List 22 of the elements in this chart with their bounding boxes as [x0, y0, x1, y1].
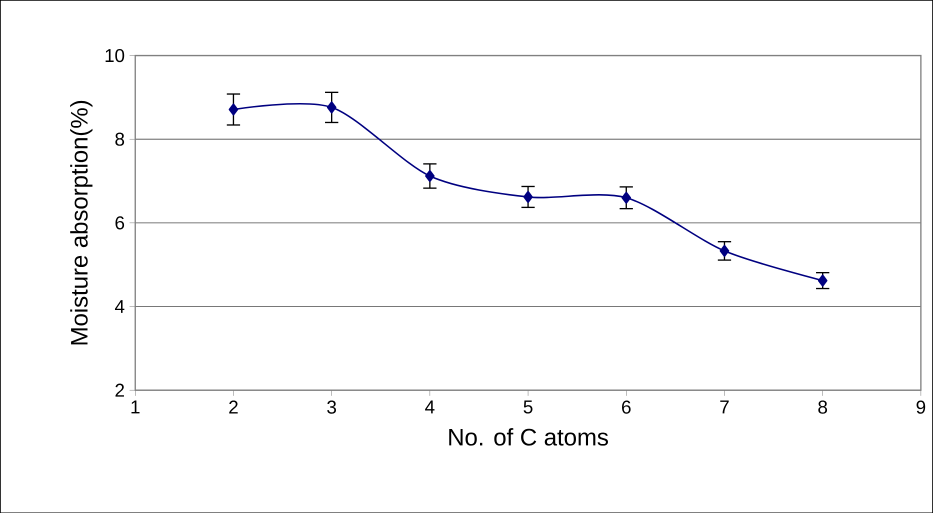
x-tick-label: 9	[916, 400, 926, 414]
x-tick-label: 8	[818, 400, 828, 414]
point	[523, 190, 533, 203]
x-tick-label: 5	[524, 400, 532, 414]
x-tick-label: 3	[327, 400, 336, 414]
point	[621, 191, 632, 204]
x-tick-label: 2	[229, 400, 238, 414]
x-tick-label: 6	[622, 400, 631, 414]
y-tick-label: 2	[115, 384, 124, 397]
x-axis-title: No. of C atoms	[449, 428, 608, 446]
x-tick-label: 4	[425, 400, 434, 414]
x-tick-label: 1	[132, 400, 140, 414]
y-tick-label: 10	[106, 48, 124, 62]
y-tick-label: 8	[115, 132, 124, 146]
point	[720, 244, 730, 257]
y-tick-label: 6	[115, 216, 124, 230]
point	[228, 103, 238, 116]
point	[326, 101, 336, 114]
y-tick-label: 4	[114, 300, 124, 313]
x-tick-label: 7	[720, 400, 729, 414]
point	[425, 170, 435, 182]
y-axis-title: Moisture absorption(%)	[70, 100, 92, 344]
